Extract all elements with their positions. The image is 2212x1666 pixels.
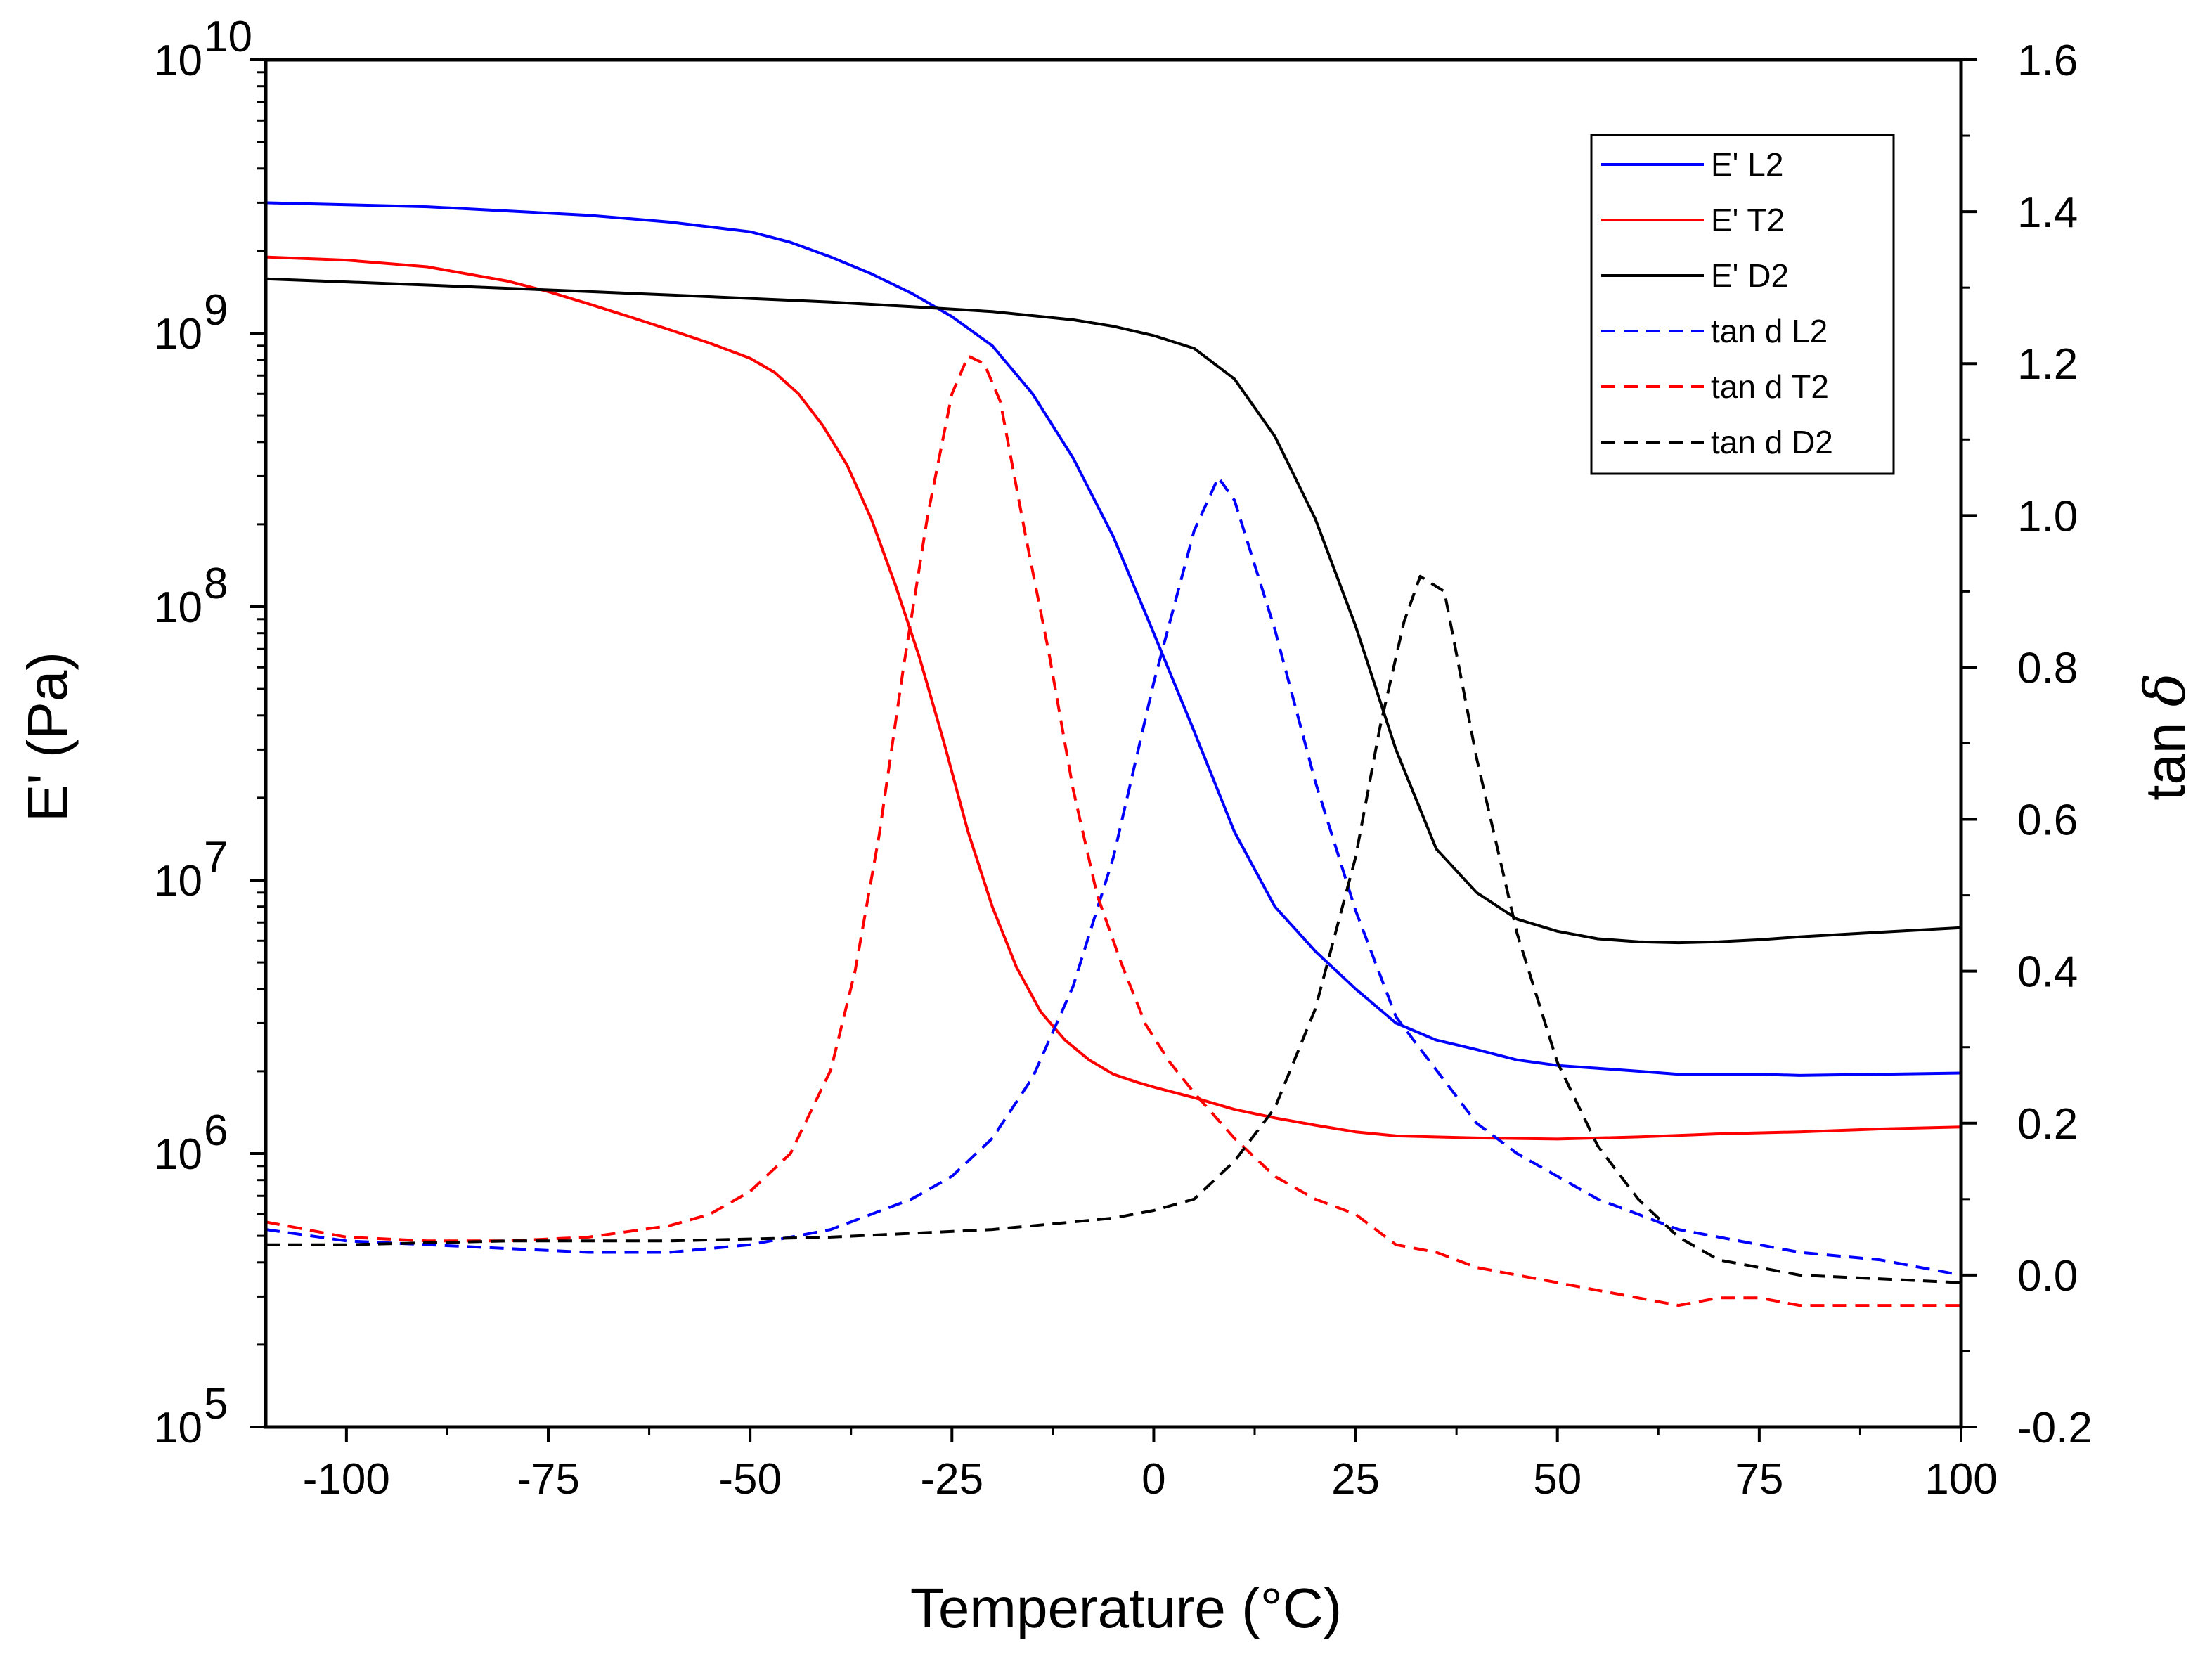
right-axis-title: tan δ — [2133, 673, 2198, 801]
x-tick-label: 0 — [1141, 1455, 1165, 1504]
legend-box — [1590, 134, 1895, 475]
series-line-e-t2 — [265, 255, 1962, 1141]
left-tick-exponent: 10 — [204, 13, 252, 61]
right-tick-label: 1.4 — [2017, 188, 2078, 237]
legend-label: E' T2 — [1711, 202, 1785, 238]
x-tick-label: 100 — [1925, 1455, 1997, 1504]
left-axis-title: E' (Pa) — [16, 652, 79, 822]
legend-label: E' L2 — [1711, 146, 1783, 183]
series-line-tan-d-l2 — [265, 476, 1962, 1277]
legend-label: tan d D2 — [1711, 424, 1833, 460]
legend: E' L2 E' T2 E' D2 tan d L2 tan d T2 tan d D2 — [1590, 134, 1895, 475]
left-tick-exponent: 6 — [204, 1106, 228, 1155]
left-tick-exponent: 5 — [204, 1380, 228, 1428]
left-tick-exponent: 7 — [204, 833, 228, 882]
series-line-e-l2 — [265, 201, 1962, 1077]
right-tick-label: 1.2 — [2017, 340, 2078, 389]
x-tick-label: 50 — [1533, 1455, 1582, 1504]
left-tick-label: 10 — [154, 1130, 202, 1179]
x-tick-label: -25 — [920, 1455, 983, 1504]
left-tick-label: 10 — [154, 310, 202, 359]
x-tick-label: -100 — [303, 1455, 390, 1504]
right-tick-label: 1.0 — [2017, 492, 2078, 541]
left-tick-exponent: 9 — [204, 286, 228, 335]
series-line-tan-d-t2 — [265, 354, 1961, 1307]
legend-label: tan d T2 — [1711, 368, 1829, 405]
right-tick-label: 0.4 — [2017, 948, 2078, 997]
left-tick-label: 10 — [154, 583, 202, 632]
series-line-e-d2 — [265, 277, 1962, 945]
legend-label: tan d L2 — [1711, 313, 1828, 349]
right-tick-label: 0.0 — [2017, 1252, 2078, 1300]
right-tick-label: 0.8 — [2017, 644, 2078, 692]
x-tick-label: 25 — [1331, 1455, 1380, 1504]
series-line-tan-d-d2 — [266, 574, 1962, 1284]
x-tick-label: -50 — [718, 1455, 782, 1504]
series-layer — [265, 201, 1962, 1307]
left-tick-label: 10 — [154, 37, 202, 85]
left-tick-label: 10 — [154, 857, 202, 905]
x-tick-label: 75 — [1735, 1455, 1783, 1504]
right-axis-title-delta: δ — [2133, 673, 2198, 706]
left-tick-label: 10 — [154, 1404, 202, 1452]
right-tick-label: 0.2 — [2017, 1100, 2078, 1149]
x-tick-label: -75 — [517, 1455, 580, 1504]
right-tick-label: 1.6 — [2017, 37, 2078, 85]
left-tick-exponent: 8 — [204, 560, 228, 608]
x-axis-title: Temperature (°C) — [910, 1577, 1342, 1639]
legend-label: E' D2 — [1711, 257, 1789, 294]
right-tick-label: 0.6 — [2017, 796, 2078, 845]
right-tick-label: -0.2 — [2017, 1404, 2093, 1452]
right-axis-title-prefix: tan — [2134, 706, 2197, 800]
